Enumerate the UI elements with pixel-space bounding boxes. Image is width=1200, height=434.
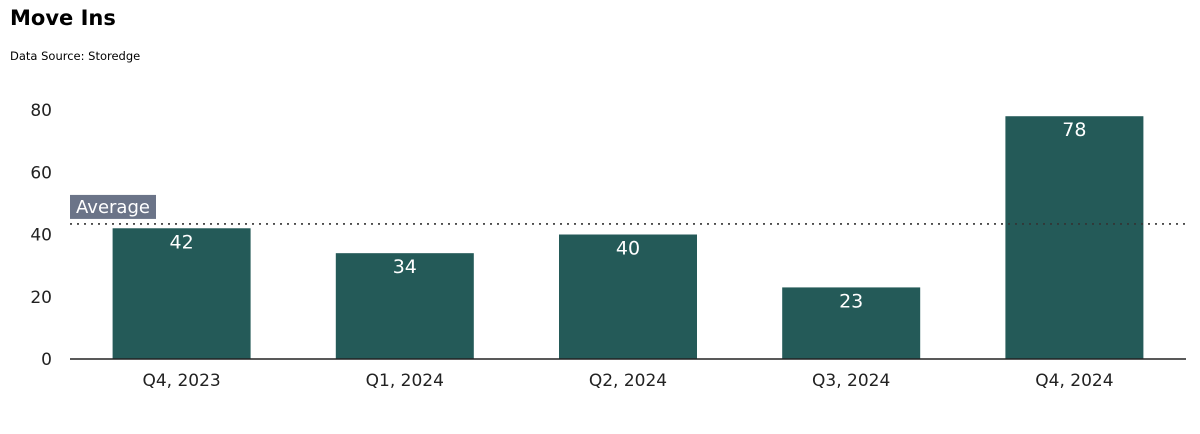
x-tick-label: Q1, 2024 [366, 371, 444, 391]
x-tick-label: Q4, 2024 [1035, 371, 1113, 391]
y-axis-ticks: 0 20 40 60 80 [30, 101, 52, 370]
bar-value-label: 23 [839, 290, 863, 312]
y-tick-label: 20 [30, 288, 52, 308]
bar-value-label: 78 [1062, 119, 1086, 141]
bar [112, 228, 251, 359]
average-line-group: Average [70, 194, 1186, 225]
bar-value-label: 40 [616, 238, 640, 260]
y-tick-label: 0 [41, 350, 52, 370]
bar [782, 287, 921, 359]
bar-value-label: 42 [170, 231, 194, 253]
bar [1005, 116, 1144, 359]
y-tick-label: 60 [30, 163, 52, 183]
y-tick-label: 40 [30, 226, 52, 246]
x-tick-label: Q4, 2023 [142, 371, 220, 391]
y-tick-label: 80 [30, 101, 52, 121]
average-label: Average [76, 197, 150, 218]
chart-title: Move Ins [10, 6, 116, 30]
bar [335, 253, 474, 359]
x-axis-ticks: Q4, 2023 Q1, 2024 Q2, 2024 Q3, 2024 Q4, 2024 [142, 371, 1113, 391]
data-labels: 42 34 40 23 78 [170, 119, 1087, 312]
x-tick-label: Q3, 2024 [812, 371, 890, 391]
bars [112, 116, 1144, 359]
bar [559, 234, 697, 359]
bar-value-label: 34 [393, 256, 417, 278]
chart-subtitle: Data Source: Storedge [10, 49, 141, 63]
average-badge [70, 194, 156, 219]
x-tick-label: Q2, 2024 [589, 371, 667, 391]
